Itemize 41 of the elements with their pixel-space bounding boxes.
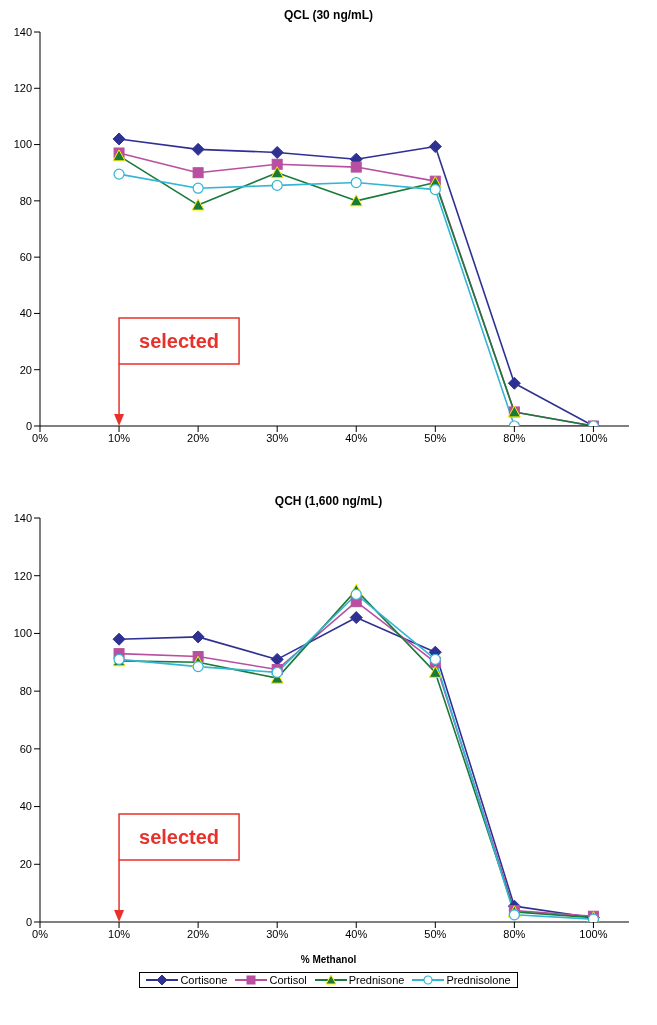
chart-title: QCL (30 ng/mL) bbox=[282, 8, 375, 24]
y-tick-label: 140 bbox=[13, 511, 32, 524]
y-tick-label: 20 bbox=[19, 363, 32, 376]
x-tick-label: 50% bbox=[424, 927, 447, 940]
annotation: selected bbox=[139, 330, 220, 352]
y-tick-label: 40 bbox=[19, 307, 32, 320]
x-tick-label: 50% bbox=[424, 431, 447, 444]
y-tick-label: 0 bbox=[25, 419, 32, 432]
x-tick-label: 100% bbox=[579, 927, 608, 940]
y-tick-label: 100 bbox=[13, 627, 32, 640]
y-tick-label: 140 bbox=[13, 25, 32, 38]
x-tick-label: 30% bbox=[266, 927, 289, 940]
y-tick-label: 60 bbox=[19, 251, 32, 264]
legend-label: Prednisone bbox=[348, 974, 405, 986]
legend-label: Prednisolone bbox=[446, 974, 511, 986]
y-tick-label: 60 bbox=[19, 742, 32, 755]
x-tick-label: 40% bbox=[345, 927, 368, 940]
x-tick-label: 10% bbox=[108, 927, 131, 940]
x-tick-label: 0% bbox=[32, 431, 49, 444]
x-tick-label: 0% bbox=[32, 927, 49, 940]
y-tick-label: 40 bbox=[19, 800, 32, 813]
x-tick-label: 80% bbox=[503, 927, 526, 940]
x-tick-label: 40% bbox=[345, 431, 368, 444]
annotation: selected bbox=[139, 826, 220, 848]
y-tick-label: 100 bbox=[13, 138, 32, 151]
x-tick-label: 20% bbox=[187, 927, 210, 940]
legend-label: Cortisone bbox=[180, 974, 228, 986]
x-tick-label: 10% bbox=[108, 431, 131, 444]
x-tick-label: 20% bbox=[187, 431, 210, 444]
y-tick-label: 80 bbox=[19, 194, 32, 207]
y-tick-label: 20 bbox=[19, 858, 32, 871]
y-tick-label: 120 bbox=[13, 82, 32, 95]
y-tick-label: 0 bbox=[25, 915, 32, 928]
legend-label: Cortisol bbox=[269, 974, 307, 986]
y-tick-label: 80 bbox=[19, 685, 32, 698]
x-tick-label: 30% bbox=[266, 431, 289, 444]
x-axis-title: % Methanol bbox=[299, 953, 358, 967]
y-tick-label: 120 bbox=[13, 569, 32, 582]
x-tick-label: 100% bbox=[579, 431, 608, 444]
chart-title: QCH (1,600 ng/mL) bbox=[273, 494, 384, 510]
x-tick-label: 80% bbox=[503, 431, 526, 444]
